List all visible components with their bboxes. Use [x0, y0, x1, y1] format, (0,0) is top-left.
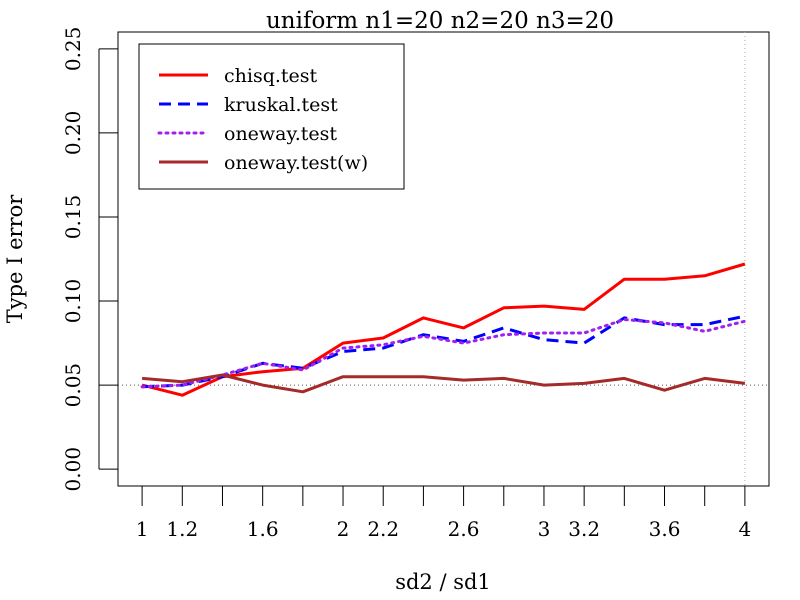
series-lines	[140, 262, 747, 397]
y-tick-label: 0.25	[61, 27, 85, 72]
x-axis: 1 1.2 1.6 2 2.2 2.6 3 3.2 3.6 4	[136, 485, 752, 541]
y-tick-label: 0.10	[61, 279, 85, 324]
legend-label: chisq.test	[224, 65, 318, 87]
y-axis: 0.00 0.05 0.10 0.15 0.20 0.25	[61, 27, 118, 492]
x-tick-label: 2	[337, 517, 350, 541]
legend-label: oneway.test	[224, 123, 337, 145]
legend-label: oneway.test(w)	[224, 152, 368, 174]
y-tick-label: 0.00	[61, 447, 85, 492]
x-tick-label: 1.6	[247, 517, 279, 541]
series-line-chisq-test	[141, 262, 746, 397]
legend-label: kruskal.test	[224, 94, 338, 116]
x-tick-label: 3.2	[568, 517, 600, 541]
y-tick-label: 0.05	[61, 363, 85, 408]
y-axis-title: Type I error	[3, 194, 27, 324]
x-tick-label: 4	[739, 517, 752, 541]
x-tick-label: 1	[136, 517, 149, 541]
series-line-oneway-test-w-	[141, 373, 746, 394]
x-tick-label: 1.2	[166, 517, 198, 541]
legend-box	[138, 43, 405, 190]
chart-title: uniform n1=20 n2=20 n3=20	[266, 8, 614, 34]
y-tick-label: 0.15	[61, 195, 85, 240]
x-tick-label: 3.6	[649, 517, 681, 541]
reference-lines	[118, 32, 769, 486]
series-line-kruskal-test	[142, 314, 746, 389]
y-tick-label: 0.20	[61, 111, 85, 156]
x-tick-label: 3	[538, 517, 551, 541]
x-tick-label: 2.6	[448, 517, 480, 541]
x-tick-label: 2.2	[367, 517, 399, 541]
x-axis-title: sd2 / sd1	[395, 570, 491, 594]
legend: chisq.test kruskal.test oneway.test oneway.…	[138, 43, 405, 190]
